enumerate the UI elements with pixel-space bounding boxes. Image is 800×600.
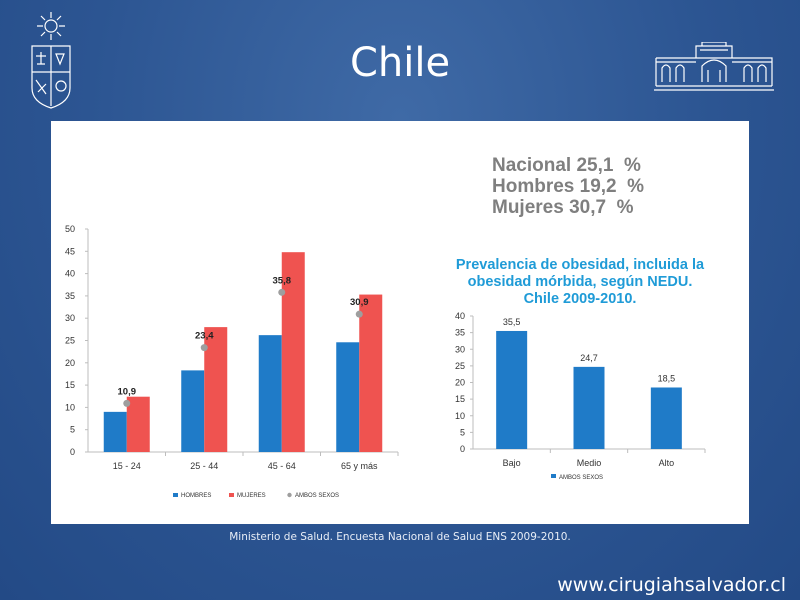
summary-stats: Nacional 25,1 % Hombres 19,2 % Mujeres 3… (492, 155, 644, 218)
bar-ambos-sexos (496, 330, 528, 449)
data-label-ambos-sexos: 30,9 (350, 297, 369, 308)
bar-ambos-sexos (573, 366, 605, 449)
bar-hombres (181, 370, 205, 452)
stat-mujeres: Mujeres 30,7 % (492, 197, 634, 218)
chart2-title: Prevalencia de obesidad, incluida la obe… (435, 257, 725, 308)
legend-label: MUJERES (237, 493, 266, 499)
bar-hombres (336, 342, 360, 452)
data-label: 35,5 (503, 317, 521, 327)
y-tick-label: 40 (65, 269, 75, 279)
point-ambos-sexos (278, 288, 286, 296)
y-tick-label: 5 (70, 425, 75, 435)
y-tick-label: 15 (455, 394, 465, 404)
university-seal-logo (31, 12, 71, 109)
bar-mujeres (204, 327, 228, 452)
point-ambos-sexos (355, 310, 363, 318)
y-tick-label: 25 (455, 361, 465, 371)
bar-hombres (258, 335, 282, 452)
y-tick-label: 45 (65, 246, 75, 256)
data-label-ambos-sexos: 10,9 (118, 386, 137, 397)
data-label: 24,7 (580, 353, 598, 363)
x-category-label: Alto (659, 458, 675, 468)
bar-ambos-sexos (650, 387, 682, 449)
point-ambos-sexos (123, 399, 131, 407)
bar-mujeres (281, 252, 305, 452)
slide-title: Chile (349, 40, 451, 86)
bar-hombres (103, 411, 127, 452)
legend-label: HOMBRES (181, 493, 211, 499)
x-category-label: Bajo (503, 458, 521, 468)
source-note: Ministerio de Salud. Encuesta Nacional d… (229, 531, 571, 543)
bar-mujeres (359, 294, 383, 452)
x-category-label: Medio (577, 458, 602, 468)
y-tick-label: 0 (70, 447, 75, 457)
legend-label: AMBOS SEXOS (559, 475, 603, 481)
chart2-title-line: Chile 2009-2010. (523, 291, 637, 307)
y-tick-label: 50 (65, 224, 75, 234)
legend-label: AMBOS SEXOS (295, 493, 339, 499)
y-tick-label: 30 (65, 313, 75, 323)
bar-mujeres (126, 396, 150, 452)
y-tick-label: 35 (65, 291, 75, 301)
y-tick-label: 10 (455, 411, 465, 421)
legend-swatch (551, 474, 556, 478)
y-tick-label: 20 (65, 358, 75, 368)
age-group-obesity-chart: 0 5 10 15 20 25 30 35 40 45 50 10,9 15 - 24 23,4 25 - … (65, 224, 399, 499)
y-tick-label: 25 (65, 336, 75, 346)
y-tick-label: 0 (460, 444, 465, 454)
x-category-label: 65 y más (341, 461, 378, 471)
legend-swatch (173, 493, 178, 497)
point-ambos-sexos (200, 344, 208, 352)
stat-hombres: Hombres 19,2 % (492, 176, 645, 197)
data-label: 18,5 (658, 373, 676, 383)
y-tick-label: 10 (65, 402, 75, 412)
data-label-ambos-sexos: 35,8 (273, 275, 292, 286)
website-link[interactable]: www.cirugiahsalvador.cl (557, 574, 786, 596)
data-label-ambos-sexos: 23,4 (195, 331, 214, 342)
legend-swatch (229, 493, 234, 497)
stat-nacional: Nacional 25,1 % (492, 155, 641, 176)
chart2-title-line: Prevalencia de obesidad, incluida la (455, 257, 705, 273)
nedu-obesity-chart: 0 5 10 15 20 25 30 35 40 35,5 Bajo 24,7 Medio 18,5 Alt… (455, 311, 706, 481)
y-tick-label: 35 (455, 328, 465, 338)
y-tick-label: 20 (455, 378, 465, 388)
chart2-title-line: obesidad mórbida, según NEDU. (467, 274, 693, 290)
x-category-label: 45 - 64 (268, 461, 296, 471)
y-tick-label: 15 (65, 380, 75, 390)
legend-swatch (287, 492, 292, 498)
x-category-label: 25 - 44 (190, 461, 218, 471)
chart-panel: Nacional 25,1 % Hombres 19,2 % Mujeres 3… (51, 121, 749, 524)
building-logo (654, 42, 774, 91)
x-category-label: 15 - 24 (113, 461, 141, 471)
y-tick-label: 5 (460, 427, 465, 437)
y-tick-label: 30 (455, 344, 465, 354)
y-tick-label: 40 (455, 311, 465, 321)
